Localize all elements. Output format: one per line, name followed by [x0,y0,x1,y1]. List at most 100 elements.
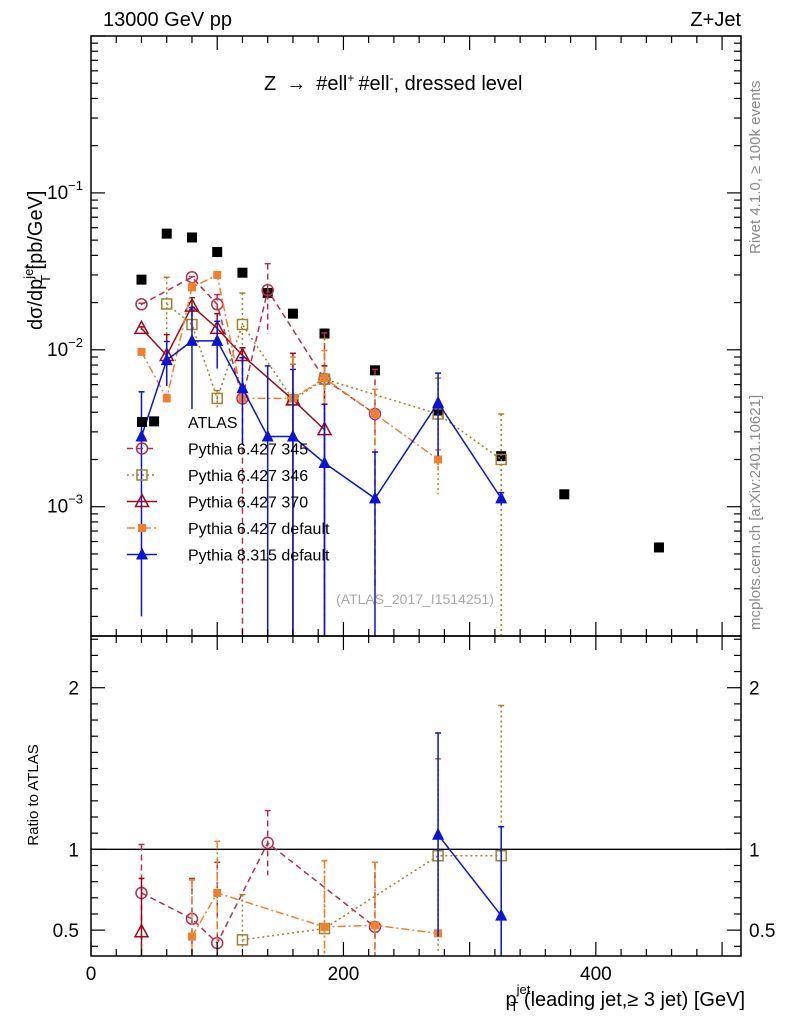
series-line [242,855,502,941]
x-tick-label: 0 [86,964,97,985]
legend: ATLAS Pythia 6.427 345 Pythia 6.427 346 Pyt… [127,415,330,565]
title-sup-2: - [390,71,394,85]
data-point [213,888,222,897]
series-pythia-8-315-default [135,306,508,636]
series-line [140,304,326,431]
data-point [432,827,445,840]
legend-marker [138,524,146,532]
data-point [320,374,329,383]
xlabel-rest: (leading jet,≥ 3 jet) [GeV] [518,989,745,1011]
data-point [495,908,508,921]
legend-entry: Pythia 6.427 345 [127,442,308,459]
legend-marker [136,469,148,481]
legend-marker [136,547,148,560]
data-point [370,409,379,418]
y-tick-label: 10−3 [47,492,83,518]
ratio-y-tick-label: 1 [68,840,79,861]
x-tick-label: 200 [328,964,360,985]
xlabel-sup: jet [516,982,531,997]
legend-entry: Pythia 6.427 default [127,521,330,538]
title-sup-1: + [347,71,354,85]
xlabel-sub: T [510,999,518,1014]
legend-marker [134,492,150,508]
data-point [261,836,274,850]
ratio-y-tick-label-right: 0.5 [749,921,775,942]
y-tick-label: 10−1 [47,178,83,204]
title-ell-2: #ell [358,73,389,95]
legend-entry: Pythia 6.427 346 [127,468,308,485]
data-point [236,318,249,331]
data-point [236,381,249,394]
data-point [320,922,329,931]
data-point [187,283,196,292]
data-point [237,267,248,278]
data-point [559,489,570,500]
legend-entry: ATLAS [137,415,238,432]
ratio-y-tick-label: 2 [68,679,79,700]
data-point [160,298,173,310]
series-line [141,841,376,945]
mcplots-source-text: mcplots.cern.ch [arXiv:2401.10621] [747,395,764,630]
data-point [161,228,172,239]
data-point [370,921,379,930]
series-line [140,273,439,461]
legend-label: Pythia 8.315 default [188,548,330,565]
header-energy: 13000 GeV pp [103,9,232,31]
ratio-axes: 0.5 0.5 1 1 2 2 0 200 400 [53,636,775,985]
data-point [211,392,223,405]
main-plot-area: 10−1 10−2 10−3 [47,35,742,637]
ratio-y-tick-label: 0.5 [53,921,79,942]
data-point [495,491,508,504]
data-point [185,333,198,346]
data-point [212,247,223,258]
series-group [133,704,508,956]
series-pythia-6-427-370 [133,877,150,956]
ratio-y-axis-label: Ratio to ATLAS [25,744,42,845]
title-ell-1: #ell [316,73,347,95]
legend-entry: Pythia 8.315 default [127,547,330,565]
data-point [187,932,196,941]
data-point [287,308,298,319]
header-process: Z+Jet [690,9,741,31]
data-point [213,270,222,279]
analysis-watermark: (ATLAS_2017_I1514251) [336,591,494,607]
x-tick-label: 400 [580,964,612,985]
data-point [368,491,381,504]
ylabel-sub: T [38,275,53,283]
xlabel-main: p [506,989,517,1011]
ylabel-unit: [pb/GeV] [25,191,47,276]
series-pythia-8-315-default [432,732,508,956]
data-point [149,416,160,427]
data-point [434,455,443,464]
legend-label: Pythia 6.427 346 [188,468,308,485]
data-point [136,274,147,285]
series-pythia-6-427-345 [135,809,382,956]
data-point [495,453,507,466]
main-y-axis-label: dσ/dpjetT [pb/GeV] [21,191,53,330]
data-point [496,451,507,462]
data-point [286,429,299,442]
data-point [261,283,274,297]
data-point [135,298,148,311]
data-point [211,333,224,346]
ylabel-sup: jet [21,265,36,280]
series-pythia-6-427-346 [236,704,507,956]
ratio-plot-area: 0.5 0.5 1 1 2 2 0 200 400 [53,635,775,985]
series-line [191,892,439,937]
series-line [437,834,502,917]
legend-label: ATLAS [188,415,238,432]
data-point [186,232,197,243]
data-point [162,394,171,403]
data-point [236,934,249,946]
main-y-axis: 10−1 10−2 10−3 [47,35,741,636]
axes-frame [90,635,742,957]
data-point [137,347,146,356]
data-point [432,395,445,408]
legend-entry: Pythia 6.427 370 [127,492,308,512]
data-point [135,429,148,442]
title-arrow: → [286,73,306,95]
x-axis-label: pjet T (leading jet,≥ 3 jet) [GeV] [506,982,745,1014]
legend-label: Pythia 6.427 345 [188,442,308,459]
